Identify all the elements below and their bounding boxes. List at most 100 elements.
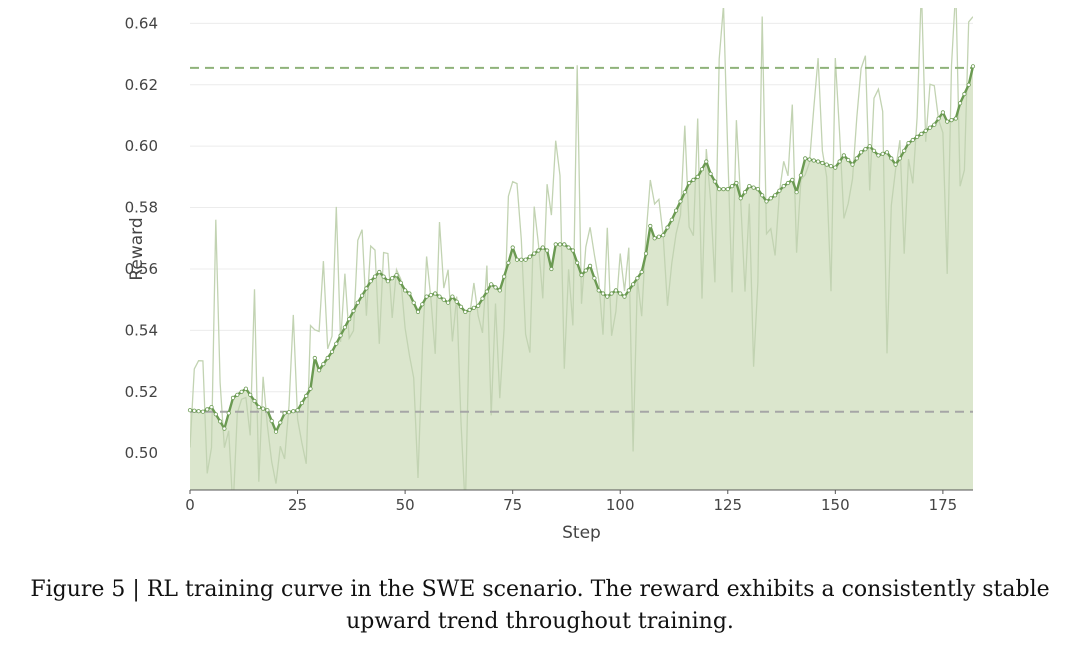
smoothed-marker (402, 288, 408, 293)
smoothed-marker (936, 116, 941, 121)
smoothed-marker (665, 225, 670, 230)
smoothed-marker (265, 408, 270, 413)
smoothed-marker (329, 349, 335, 354)
smoothed-marker (841, 153, 847, 158)
smoothed-marker (768, 196, 773, 201)
smoothed-marker (798, 173, 804, 178)
smoothed-marker (282, 411, 287, 416)
smoothed-marker (691, 177, 696, 182)
smoothed-marker (205, 407, 210, 412)
smoothed-marker (235, 392, 240, 397)
smoothed-marker (540, 245, 545, 250)
y-tick-label: 0.62 (125, 76, 158, 94)
smoothed-marker (532, 251, 537, 256)
smoothed-marker (433, 291, 438, 296)
smoothed-marker (919, 131, 924, 136)
smoothed-marker (239, 389, 244, 394)
smoothed-marker (669, 217, 674, 222)
smoothed-marker (785, 180, 791, 186)
smoothed-marker (721, 187, 726, 192)
smoothed-marker (661, 233, 666, 238)
smoothed-marker (605, 294, 610, 299)
smoothed-marker (708, 171, 713, 176)
caption-line-2: upward trend throughout training. (346, 609, 734, 634)
smoothed-marker (411, 300, 416, 305)
smoothed-marker (519, 257, 524, 262)
smoothed-marker (699, 167, 705, 172)
smoothed-marker (501, 274, 507, 279)
y-tick-label: 0.64 (125, 14, 158, 32)
x-tick-label: 75 (503, 496, 522, 514)
smoothed-marker (549, 266, 554, 272)
smoothed-marker (523, 257, 528, 262)
smoothed-marker (854, 156, 859, 161)
smoothed-marker (325, 355, 330, 361)
smoothed-marker (751, 185, 756, 190)
smoothed-marker (514, 257, 520, 262)
smoothed-marker (489, 282, 494, 287)
smoothed-marker (587, 263, 593, 268)
smoothed-marker (820, 160, 825, 166)
smoothed-marker (837, 159, 842, 164)
smoothed-marker (867, 144, 872, 149)
smoothed-marker (256, 404, 261, 410)
smoothed-marker (342, 325, 347, 330)
y-ticks: 0.50 0.52 0.54 0.56 0.58 0.60 0.62 0.64 (125, 14, 158, 462)
smoothed-marker (764, 199, 769, 204)
smoothed-marker (962, 91, 967, 97)
smoothed-marker (398, 280, 403, 285)
smoothed-marker (897, 156, 903, 161)
y-tick-label: 0.60 (125, 137, 158, 155)
smoothed-marker (725, 187, 730, 192)
smoothed-marker (648, 223, 653, 229)
smoothed-marker (286, 410, 292, 415)
smoothed-marker (385, 279, 390, 284)
smoothed-marker (682, 190, 687, 195)
smoothed-marker (957, 101, 963, 106)
smoothed-marker (428, 292, 433, 298)
smoothed-marker (355, 300, 360, 305)
smoothed-marker (747, 184, 752, 189)
smoothed-marker (734, 180, 739, 186)
smoothed-marker (372, 274, 378, 279)
smoothed-marker (445, 300, 451, 305)
smoothed-marker (463, 309, 468, 314)
smoothed-marker (828, 164, 834, 169)
y-tick-label: 0.58 (125, 199, 158, 217)
smoothed-marker (510, 245, 515, 250)
smoothed-marker (230, 395, 236, 400)
smoothed-marker (424, 294, 429, 299)
smoothed-marker (760, 193, 765, 198)
smoothed-marker (209, 404, 214, 410)
smoothed-marker (618, 291, 623, 296)
smoothed-marker (945, 119, 950, 124)
smoothed-marker (407, 291, 412, 296)
smoothed-marker (914, 134, 920, 139)
y-tick-label: 0.54 (125, 321, 158, 339)
smoothed-marker (269, 418, 274, 423)
smoothed-marker (652, 236, 657, 241)
smoothed-marker (923, 128, 928, 133)
smoothed-marker (458, 304, 464, 309)
smoothed-marker (527, 254, 533, 259)
x-tick-label: 0 (185, 496, 195, 514)
smoothed-marker (334, 341, 339, 346)
smoothed-marker (304, 393, 309, 398)
smoothed-marker (729, 184, 735, 189)
smoothed-marker (953, 116, 958, 121)
smoothed-marker (966, 82, 971, 87)
smoothed-marker (562, 242, 567, 247)
smoothed-marker (940, 110, 946, 115)
smoothed-marker (635, 276, 640, 281)
smoothed-marker (643, 251, 649, 256)
smoothed-marker (213, 412, 218, 417)
smoothed-marker (471, 305, 476, 310)
smoothed-marker (755, 187, 761, 192)
smoothed-marker (299, 400, 304, 406)
smoothed-markers (187, 64, 976, 434)
smoothed-marker (846, 157, 851, 163)
smoothed-marker (906, 141, 911, 146)
smoothed-marker (544, 248, 550, 253)
y-tick-label: 0.50 (125, 444, 158, 462)
x-tick-label: 150 (821, 496, 850, 514)
